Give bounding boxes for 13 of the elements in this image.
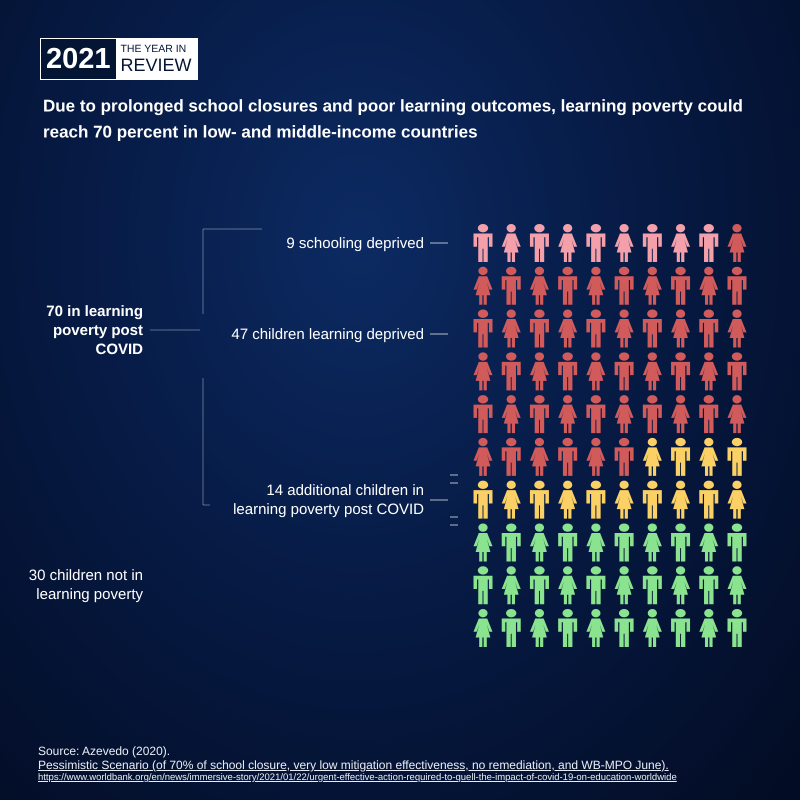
category-label: schooling deprived xyxy=(298,234,424,252)
text: Pessimistic Scenario (of 70% of school closure, very low mitigation effectiveness, no remediation, and WB-MPO June). xyxy=(38,758,670,772)
text: Due to prolonged school closures and poor learning outcomes, learning poverty could reach 70 percent in low- and middle-income countries xyxy=(43,96,748,142)
source-note: Source: Azevedo (2020). xyxy=(38,744,172,758)
text: https://www.worldbank.org/en/news/immersive-story/2021/01/22/urgent-effective-action-required-to-quell-the-impact-of-covid-19-on-education-worldwide xyxy=(38,772,677,783)
text: 70 in learning poverty post COVID xyxy=(45,302,143,358)
data-label: 9 xyxy=(286,234,295,252)
data-label: 47 xyxy=(231,326,248,342)
category-label: children learning deprived xyxy=(252,326,424,342)
text: THE YEAR IN REVIEW xyxy=(120,43,192,75)
data-label: 30 xyxy=(28,567,46,584)
text: 2021 xyxy=(41,39,116,79)
data-label: 14 xyxy=(266,482,284,499)
